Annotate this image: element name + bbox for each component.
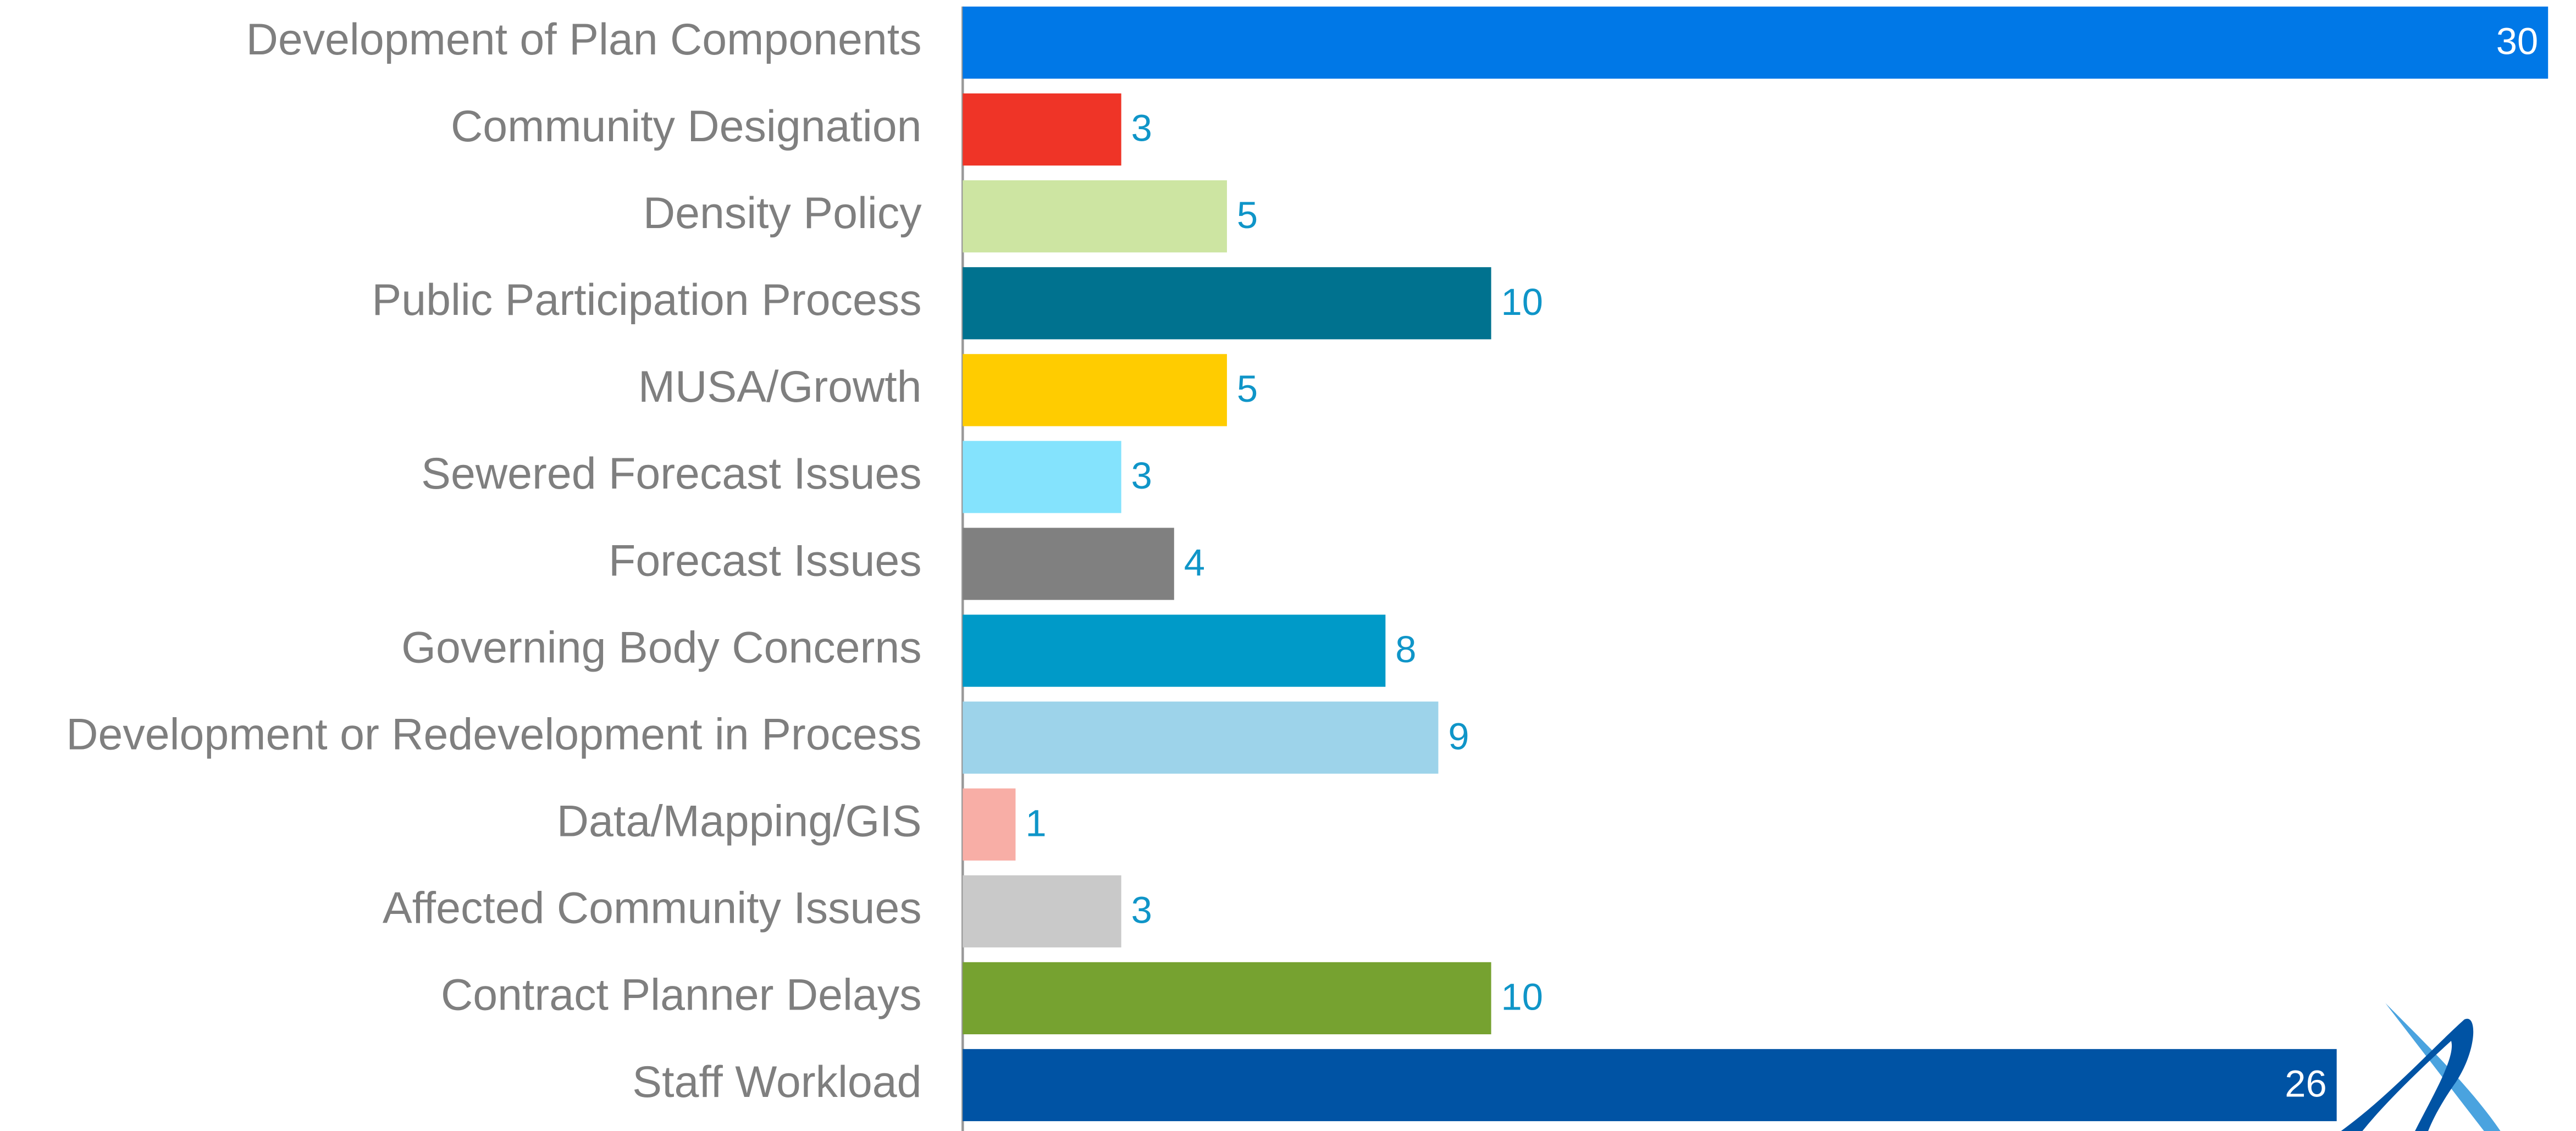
bar (963, 6, 2549, 79)
y-tick-label: MUSA/Growth (638, 362, 922, 412)
bar (963, 528, 1174, 600)
y-tick-label: Sewered Forecast Issues (421, 449, 921, 498)
y-tick-label: Affected Community Issues (383, 884, 922, 933)
logo (2341, 1003, 2501, 1131)
bar (963, 180, 1227, 253)
value-label: 8 (1395, 628, 1416, 670)
value-label: 5 (1237, 368, 1258, 410)
value-label: 5 (1237, 194, 1258, 236)
value-label: 30 (2496, 20, 2538, 63)
y-tick-label: Staff Workload (632, 1057, 921, 1107)
value-label: 26 (2285, 1063, 2326, 1105)
bar (963, 267, 1491, 340)
bar (963, 962, 1491, 1035)
y-tick-label: Development or Redevelopment in Process (66, 710, 921, 759)
bar (963, 93, 1121, 166)
bar (963, 875, 1121, 947)
value-label: 10 (1501, 976, 1543, 1018)
y-tick-label: Data/Mapping/GIS (557, 797, 922, 846)
value-label: 4 (1184, 541, 1205, 584)
value-label: 3 (1131, 107, 1152, 149)
y-tick-label: Contract Planner Delays (441, 971, 922, 1020)
y-tick-label: Density Policy (643, 188, 922, 238)
value-label: 1 (1025, 802, 1046, 844)
bar (963, 1049, 2337, 1122)
bar (963, 614, 1386, 687)
value-label: 3 (1131, 889, 1152, 931)
bar (963, 441, 1121, 513)
bar (963, 354, 1227, 426)
value-label: 9 (1448, 715, 1469, 757)
value-label: 10 (1501, 281, 1543, 323)
y-tick-label: Forecast Issues (609, 536, 922, 585)
y-tick-label: Governing Body Concerns (401, 623, 921, 672)
y-tick-label: Public Participation Process (372, 275, 921, 325)
bar (963, 788, 1016, 861)
y-tick-label: Community Designation (451, 102, 922, 151)
value-label: 3 (1131, 454, 1152, 497)
bar (963, 701, 1439, 774)
y-tick-label: Development of Plan Components (246, 15, 922, 64)
